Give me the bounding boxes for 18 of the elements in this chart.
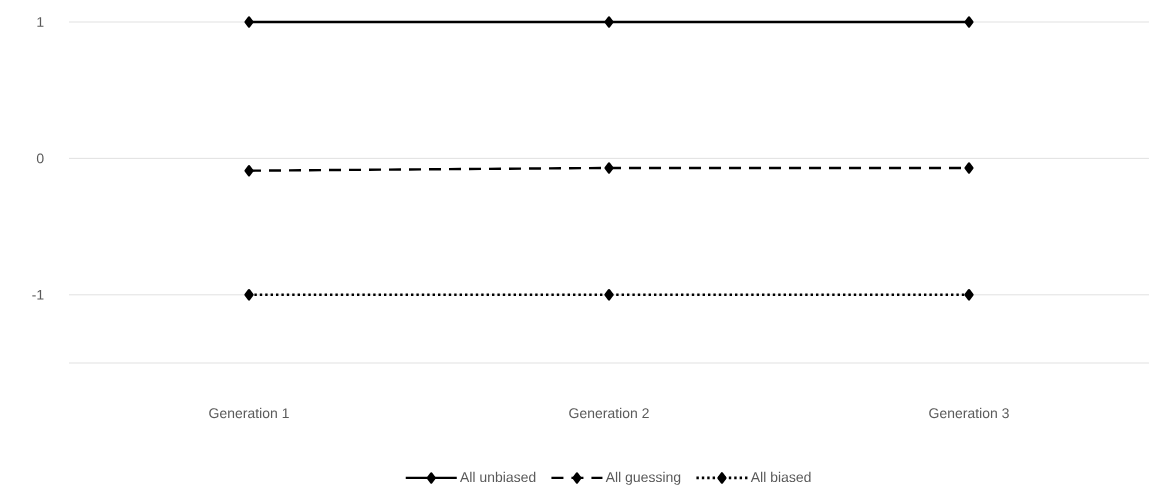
point xyxy=(604,162,614,174)
x-tick-label: Generation 2 xyxy=(569,407,649,419)
point xyxy=(244,16,254,28)
point xyxy=(604,16,614,28)
y-tick-label: 0 xyxy=(36,153,44,164)
point xyxy=(244,289,254,301)
point xyxy=(964,162,974,174)
point xyxy=(964,16,974,28)
point xyxy=(244,164,254,177)
legend-label: All unbiased xyxy=(460,471,536,483)
x-tick-label: Generation 1 xyxy=(209,407,289,419)
x-tick-label: Generation 3 xyxy=(929,407,1009,419)
legend-label: All guessing xyxy=(605,471,681,485)
y-tick-label: -1 xyxy=(32,289,44,300)
point xyxy=(964,289,974,301)
legend-label: All biased xyxy=(750,471,811,483)
point xyxy=(604,289,614,301)
y-tick-label: 1 xyxy=(37,17,44,27)
